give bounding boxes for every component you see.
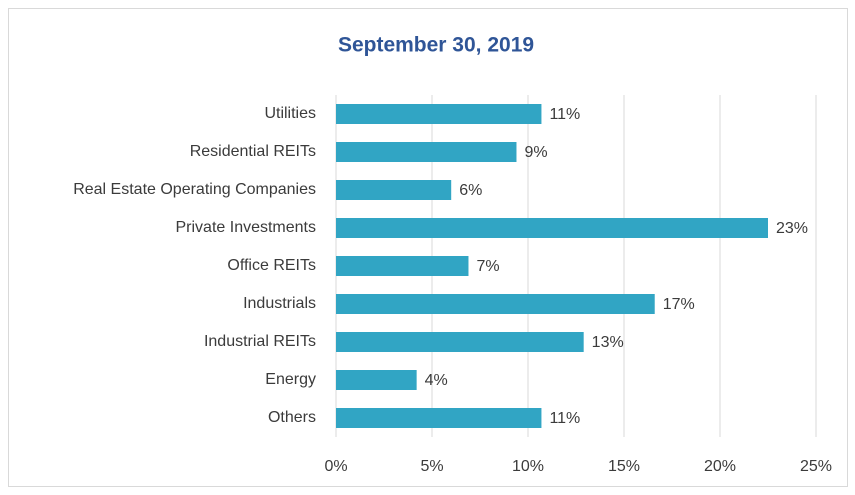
bar bbox=[336, 256, 469, 276]
bar bbox=[336, 408, 542, 428]
data-label: 6% bbox=[459, 182, 482, 199]
y-tick-label: Industrials bbox=[243, 295, 316, 312]
y-tick-label: Real Estate Operating Companies bbox=[73, 181, 316, 198]
data-label: 9% bbox=[524, 144, 547, 161]
bar bbox=[336, 370, 417, 390]
x-tick-label: 15% bbox=[608, 458, 640, 475]
y-tick-label: Energy bbox=[265, 371, 316, 388]
chart-title: September 30, 2019 bbox=[338, 34, 534, 57]
y-tick-label: Others bbox=[268, 409, 316, 426]
y-tick-label: Industrial REITs bbox=[204, 333, 316, 350]
x-tick-label: 20% bbox=[704, 458, 736, 475]
y-tick-label: Private Investments bbox=[176, 219, 317, 236]
x-tick-label: 10% bbox=[512, 458, 544, 475]
y-tick-label: Utilities bbox=[264, 105, 316, 122]
chart-frame bbox=[8, 8, 848, 487]
data-label: 23% bbox=[776, 220, 808, 237]
y-tick-label: Office REITs bbox=[227, 257, 316, 274]
y-tick-label: Residential REITs bbox=[190, 143, 316, 160]
data-label: 11% bbox=[549, 410, 580, 427]
data-label: 4% bbox=[425, 372, 448, 389]
bar bbox=[336, 142, 517, 162]
bar bbox=[336, 218, 768, 238]
x-tick-label: 0% bbox=[324, 458, 347, 475]
x-tick-label: 25% bbox=[800, 458, 832, 475]
bar bbox=[336, 104, 542, 124]
data-label: 11% bbox=[549, 106, 580, 123]
data-label: 13% bbox=[592, 334, 624, 351]
x-tick-label: 5% bbox=[420, 458, 443, 475]
bar bbox=[336, 332, 584, 352]
data-label: 7% bbox=[476, 258, 499, 275]
bar bbox=[336, 180, 452, 200]
data-label: 17% bbox=[663, 296, 695, 313]
bar bbox=[336, 294, 655, 314]
